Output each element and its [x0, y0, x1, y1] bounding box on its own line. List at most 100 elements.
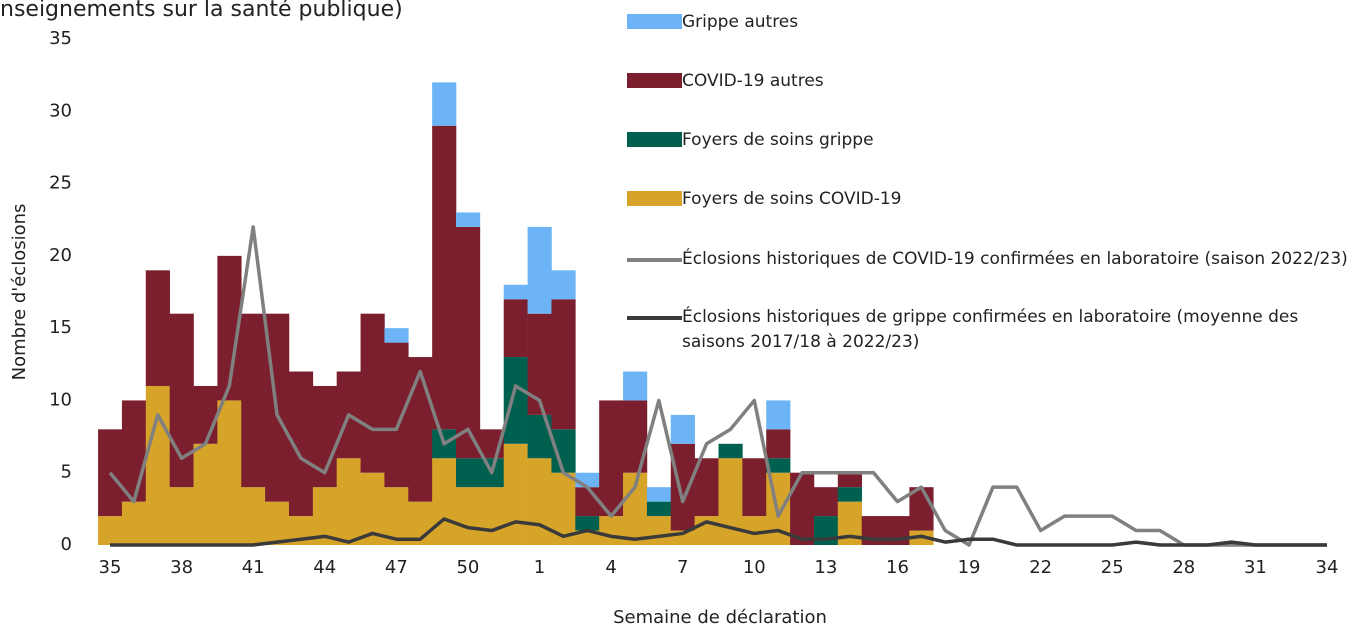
x-tick-label: 28 [1172, 557, 1195, 578]
line-series [108, 225, 1327, 547]
bar-segment [456, 458, 481, 488]
x-tick-label: 31 [1244, 557, 1267, 578]
legend-swatch [627, 14, 682, 29]
bar-segment [432, 458, 457, 545]
bar-segment [670, 414, 695, 444]
x-tick-label: 22 [1029, 557, 1052, 578]
y-tick-label: 10 [49, 389, 72, 410]
bar-segment [503, 284, 528, 300]
bar-segment [909, 487, 934, 531]
bar-segment [551, 270, 576, 300]
x-tick-label: 1 [534, 557, 545, 578]
legend-swatch [627, 73, 682, 88]
y-tick-label: 25 [49, 173, 72, 194]
legend-label: Éclosions historiques de COVID-19 confir… [682, 249, 1348, 269]
bar-segment [456, 487, 481, 545]
legend-item: Éclosions historiques de grippe confirmé… [627, 305, 1362, 355]
legend-label: Foyers de soins grippe [682, 130, 874, 150]
bar-segment [575, 530, 600, 545]
bar-segment [527, 458, 552, 545]
bar-segment [551, 299, 576, 430]
legend-swatch [627, 258, 682, 262]
bar-segment [742, 458, 767, 517]
bar-segment [670, 443, 695, 531]
x-tick-label: 47 [385, 557, 408, 578]
y-tick-label: 30 [49, 100, 72, 121]
bar-segment [360, 313, 385, 473]
bar-segment [217, 400, 242, 545]
legend-label: Grippe autres [682, 12, 799, 32]
bar-segment [718, 458, 743, 545]
bar-segment [766, 458, 791, 473]
bar-segment [503, 299, 528, 358]
bar-segment [241, 313, 266, 488]
x-tick-label: 34 [1316, 557, 1339, 578]
y-tick-label: 35 [49, 28, 72, 49]
bar-segment [646, 516, 672, 545]
bar-segment [694, 458, 719, 517]
legend-item: Foyers de soins grippe [627, 128, 1362, 153]
y-tick-label: 5 [61, 462, 72, 483]
x-tick-label: 41 [242, 557, 265, 578]
bar-segment [456, 226, 481, 459]
bar-segment [169, 313, 194, 488]
legend-item: COVID-19 autres [627, 69, 1362, 94]
legend-swatch [627, 316, 682, 320]
bar-segment [121, 400, 147, 502]
x-tick-label: 4 [605, 557, 616, 578]
bar-segment [145, 385, 170, 545]
x-tick-label: 50 [456, 557, 479, 578]
bar-segment [646, 487, 672, 502]
bar-segment [527, 313, 552, 415]
bar-segment [575, 472, 600, 488]
x-tick-label: 38 [170, 557, 193, 578]
bar-segment [813, 487, 839, 517]
y-tick-label: 15 [49, 317, 72, 338]
legend-item: Éclosions historiques de COVID-19 confir… [627, 247, 1362, 272]
bar-segment [98, 516, 123, 545]
bar-segment [503, 443, 528, 545]
bar-segment [599, 400, 624, 517]
bar-segment [384, 342, 409, 488]
bar-segment [121, 501, 147, 545]
y-tick-label: 0 [61, 534, 72, 555]
bar-segment [790, 472, 815, 545]
bar-segment [265, 501, 290, 545]
bar-segment [646, 501, 672, 517]
bar-segment [575, 487, 600, 517]
y-tick-label: 20 [49, 245, 72, 266]
bar-segment [384, 328, 409, 343]
x-tick-label: 7 [677, 557, 688, 578]
chart-subtitle: nseignements sur la santé publique) [0, 0, 403, 22]
bar-segment [837, 487, 862, 502]
bar-segment [384, 487, 409, 545]
bar-segment [241, 487, 266, 545]
legend-swatch [627, 132, 682, 147]
x-tick-label: 44 [313, 557, 336, 578]
x-axis-title: Semaine de déclaration [613, 607, 827, 628]
bar-segment [718, 443, 743, 459]
legend-item: Grippe autres [627, 10, 1362, 35]
bar-segment [336, 458, 361, 545]
x-tick-label: 35 [99, 557, 122, 578]
bar-segment [408, 357, 433, 502]
bar-segment [456, 212, 481, 227]
legend-label: COVID-19 autres [682, 71, 824, 91]
x-tick-label: 13 [814, 557, 837, 578]
x-tick-label: 19 [958, 557, 981, 578]
bar-segment [432, 125, 457, 430]
x-tick-label: 10 [743, 557, 766, 578]
line-series [110, 517, 1327, 547]
bar-segment [145, 270, 170, 386]
bar-segment [527, 226, 552, 314]
legend-label: Foyers de soins COVID-19 [682, 189, 902, 209]
bar-segment [479, 487, 505, 545]
legend-swatch [627, 191, 682, 206]
legend-item: Foyers de soins COVID-19 [627, 187, 1362, 212]
bar-segment [766, 429, 791, 459]
bar-segment [193, 443, 218, 545]
bar-segment [575, 516, 600, 531]
bar-segment [193, 385, 218, 444]
